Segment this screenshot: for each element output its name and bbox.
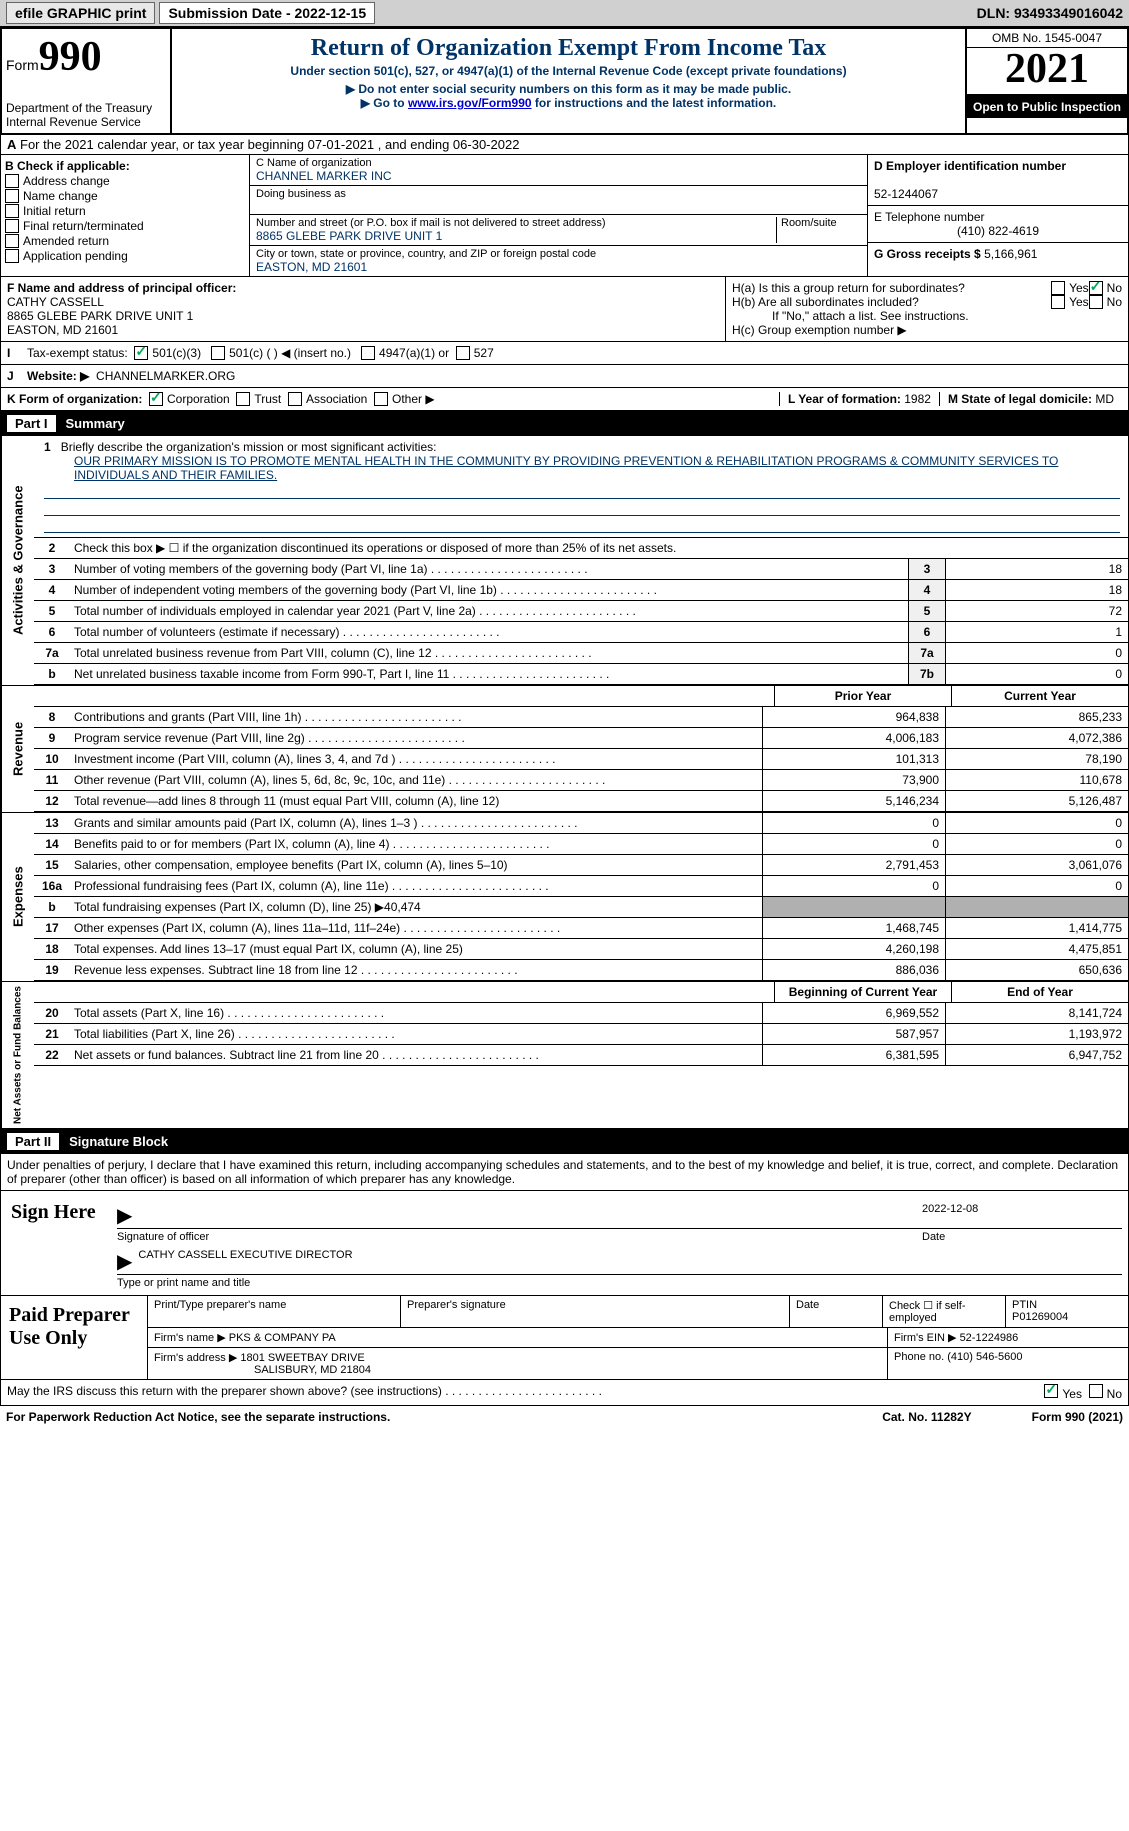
- firm-name: PKS & COMPANY PA: [229, 1332, 336, 1344]
- expenses-label: Expenses: [1, 813, 34, 981]
- name-arrow-icon: ▶: [117, 1249, 132, 1274]
- org-city: EASTON, MD 21601: [256, 260, 367, 274]
- 501c3-checkbox[interactable]: [134, 346, 148, 360]
- amended-return-checkbox[interactable]: [5, 234, 19, 248]
- ein-value: 52-1244067: [874, 187, 938, 201]
- efile-button[interactable]: efile GRAPHIC print: [6, 2, 155, 24]
- other-checkbox[interactable]: [374, 392, 388, 406]
- address-change-checkbox[interactable]: [5, 174, 19, 188]
- hb-no-checkbox[interactable]: [1089, 295, 1103, 309]
- ptin-value: P01269004: [1012, 1311, 1068, 1323]
- 501c-checkbox[interactable]: [211, 346, 225, 360]
- gross-receipts: 5,166,961: [984, 247, 1037, 261]
- expenses-section: Expenses 13Grants and similar amounts pa…: [0, 813, 1129, 982]
- corp-checkbox[interactable]: [149, 392, 163, 406]
- initial-return-checkbox[interactable]: [5, 204, 19, 218]
- part-i-header: Part I Summary: [0, 411, 1129, 436]
- activities-label: Activities & Governance: [1, 436, 34, 685]
- paid-preparer-block: Paid Preparer Use Only Print/Type prepar…: [0, 1296, 1129, 1380]
- inspection-badge: Open to Public Inspection: [967, 96, 1127, 118]
- irs-label: Internal Revenue Service: [6, 115, 166, 129]
- 4947-checkbox[interactable]: [361, 346, 375, 360]
- org-address: 8865 GLEBE PARK DRIVE UNIT 1: [256, 229, 442, 243]
- form-number: 990: [39, 33, 102, 81]
- discuss-yes-checkbox[interactable]: [1044, 1384, 1058, 1398]
- 527-checkbox[interactable]: [456, 346, 470, 360]
- discuss-row: May the IRS discuss this return with the…: [0, 1380, 1129, 1406]
- firm-ein: 52-1224986: [960, 1332, 1019, 1344]
- form-label: Form: [6, 57, 39, 73]
- firm-phone: (410) 546-5600: [947, 1351, 1022, 1363]
- app-pending-checkbox[interactable]: [5, 249, 19, 263]
- dln-number: DLN: 93493349016042: [977, 5, 1123, 21]
- sig-date-value: 2022-12-08: [922, 1203, 1122, 1228]
- check-applicable: B Check if applicable: Address change Na…: [1, 155, 250, 276]
- dept-label: Department of the Treasury: [6, 101, 166, 115]
- hb-yes-checkbox[interactable]: [1051, 295, 1065, 309]
- form-org-row: K Form of organization: Corporation Trus…: [0, 388, 1129, 411]
- tax-exempt-status: I Tax-exempt status: 501(c)(3) 501(c) ( …: [0, 342, 1129, 365]
- assoc-checkbox[interactable]: [288, 392, 302, 406]
- ha-no-checkbox[interactable]: [1089, 281, 1103, 295]
- officer-h-row: F Name and address of principal officer:…: [0, 277, 1129, 342]
- form-subtitle: Under section 501(c), 527, or 4947(a)(1)…: [180, 64, 957, 78]
- penalty-statement: Under penalties of perjury, I declare th…: [0, 1154, 1129, 1191]
- form-title: Return of Organization Exempt From Incom…: [180, 35, 957, 62]
- website-url: CHANNELMARKER.ORG: [96, 369, 235, 383]
- signature-arrow-icon: ▶: [117, 1203, 132, 1228]
- part-ii-header: Part II Signature Block: [0, 1129, 1129, 1154]
- org-info: C Name of organization CHANNEL MARKER IN…: [250, 155, 868, 276]
- irs-link[interactable]: www.irs.gov/Form990: [408, 96, 532, 110]
- footer: For Paperwork Reduction Act Notice, see …: [0, 1406, 1129, 1428]
- ssn-note: ▶ Do not enter social security numbers o…: [180, 82, 957, 96]
- ha-yes-checkbox[interactable]: [1051, 281, 1065, 295]
- officer-typed-name: CATHY CASSELL EXECUTIVE DIRECTOR: [138, 1249, 352, 1274]
- ein-phone-block: D Employer identification number 52-1244…: [868, 155, 1128, 276]
- trust-checkbox[interactable]: [236, 392, 250, 406]
- tax-year: 2021: [967, 48, 1127, 96]
- revenue-label: Revenue: [1, 686, 34, 812]
- org-name: CHANNEL MARKER INC: [256, 169, 392, 183]
- final-return-checkbox[interactable]: [5, 219, 19, 233]
- phone-value: (410) 822-4619: [874, 224, 1122, 238]
- goto-note: ▶ Go to www.irs.gov/Form990 for instruct…: [180, 96, 957, 110]
- name-change-checkbox[interactable]: [5, 189, 19, 203]
- activities-section: Activities & Governance 1 Briefly descri…: [0, 436, 1129, 686]
- netassets-label: Net Assets or Fund Balances: [1, 982, 34, 1128]
- submission-date: Submission Date - 2022-12-15: [159, 2, 375, 24]
- form-header: Form 990 Department of the Treasury Inte…: [0, 27, 1129, 135]
- website-row: J Website: ▶ CHANNELMARKER.ORG: [0, 365, 1129, 388]
- top-bar: efile GRAPHIC print Submission Date - 20…: [0, 0, 1129, 27]
- section-bcdeg: B Check if applicable: Address change Na…: [0, 155, 1129, 277]
- section-a: A For the 2021 calendar year, or tax yea…: [0, 135, 1129, 155]
- netassets-section: Net Assets or Fund Balances Beginning of…: [0, 982, 1129, 1129]
- mission-statement: OUR PRIMARY MISSION IS TO PROMOTE MENTAL…: [74, 454, 1120, 482]
- officer-name: CATHY CASSELL: [7, 295, 104, 309]
- sign-here-block: Sign Here ▶ 2022-12-08 Signature of offi…: [0, 1191, 1129, 1296]
- revenue-section: Revenue Prior YearCurrent Year 8Contribu…: [0, 686, 1129, 813]
- discuss-no-checkbox[interactable]: [1089, 1384, 1103, 1398]
